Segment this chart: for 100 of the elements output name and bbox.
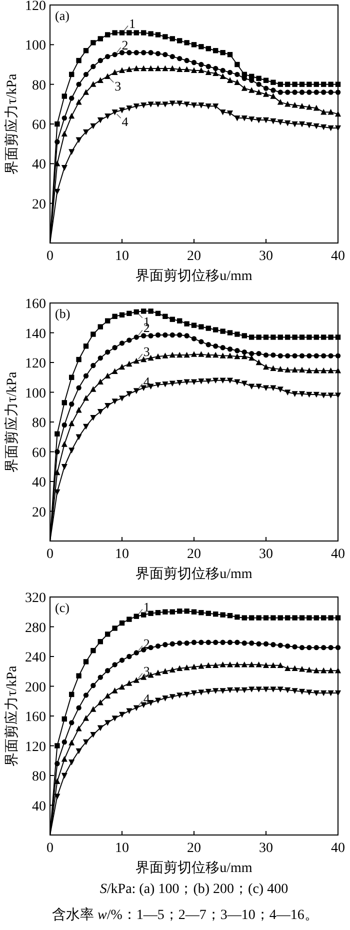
point (277, 386, 284, 392)
point (184, 333, 190, 338)
point (278, 353, 283, 358)
point (198, 102, 204, 108)
point (98, 355, 103, 361)
x-tick-label: 20 (187, 841, 201, 856)
point (220, 352, 226, 358)
point (126, 30, 132, 36)
point (83, 395, 89, 401)
point (313, 392, 320, 398)
point (133, 388, 140, 394)
point (241, 687, 248, 694)
y-tick-label: 20 (32, 197, 46, 212)
point (68, 112, 75, 119)
point (141, 333, 146, 338)
point (206, 46, 211, 52)
point (184, 608, 190, 614)
point (61, 772, 68, 779)
point (155, 670, 161, 676)
point (170, 36, 175, 42)
y-tick-label: 100 (25, 38, 46, 54)
point (83, 89, 89, 95)
point (148, 354, 154, 361)
point (278, 642, 283, 648)
point (270, 93, 276, 99)
point (54, 431, 60, 436)
point (155, 643, 161, 649)
point (227, 687, 233, 694)
point (313, 123, 320, 130)
point (98, 674, 103, 680)
point (104, 692, 111, 699)
point (284, 366, 291, 373)
point (227, 352, 233, 358)
point (220, 640, 226, 645)
y-tick-label: 40 (32, 799, 46, 814)
y-tick-label: 80 (32, 770, 46, 784)
point (76, 385, 82, 390)
point (220, 378, 226, 384)
point (176, 692, 183, 698)
point (306, 392, 312, 398)
point (263, 352, 269, 358)
point (205, 378, 212, 384)
chart-title: (b) (55, 306, 70, 321)
point (314, 334, 319, 340)
point (155, 310, 161, 316)
point (320, 367, 327, 374)
point (278, 615, 283, 620)
point (105, 632, 110, 637)
point (241, 661, 248, 668)
x-tick-label: 20 (187, 547, 201, 562)
point (76, 705, 82, 710)
y-tick-label: 120 (25, 0, 46, 14)
point (155, 382, 161, 388)
point (169, 100, 176, 106)
text: S/kPa: (a) 100；(b) 200；(c) 400 (100, 882, 288, 897)
point (206, 64, 211, 70)
point (299, 102, 305, 109)
point (97, 378, 104, 384)
y-tick-label: 20 (32, 505, 46, 520)
point (112, 110, 118, 116)
point (162, 642, 168, 648)
point (313, 690, 320, 696)
point (162, 668, 168, 674)
point (119, 50, 125, 56)
point (112, 716, 118, 722)
point (313, 667, 320, 674)
point (256, 384, 262, 390)
point (54, 121, 60, 127)
point (299, 644, 305, 650)
point (76, 434, 82, 440)
point (256, 615, 262, 620)
point (277, 366, 284, 372)
point (306, 104, 312, 110)
point (133, 65, 140, 72)
point (176, 380, 183, 386)
point (155, 610, 161, 616)
point (234, 353, 240, 360)
point (54, 761, 60, 766)
point (285, 334, 290, 340)
point (97, 725, 104, 732)
point (256, 117, 262, 124)
point (134, 334, 139, 340)
point (212, 352, 219, 358)
point (83, 692, 89, 698)
point (206, 342, 211, 348)
point (248, 686, 255, 692)
point (198, 62, 204, 68)
point (263, 78, 269, 83)
point (277, 662, 284, 668)
point (112, 314, 118, 319)
point (184, 40, 190, 46)
point (126, 310, 132, 316)
point (248, 116, 255, 122)
point (54, 188, 60, 195)
point (220, 661, 226, 668)
point (328, 644, 334, 650)
x-axis-title: 界面剪切位移u/mm (136, 268, 252, 284)
point (170, 316, 175, 322)
point (69, 402, 74, 407)
point (90, 732, 96, 738)
